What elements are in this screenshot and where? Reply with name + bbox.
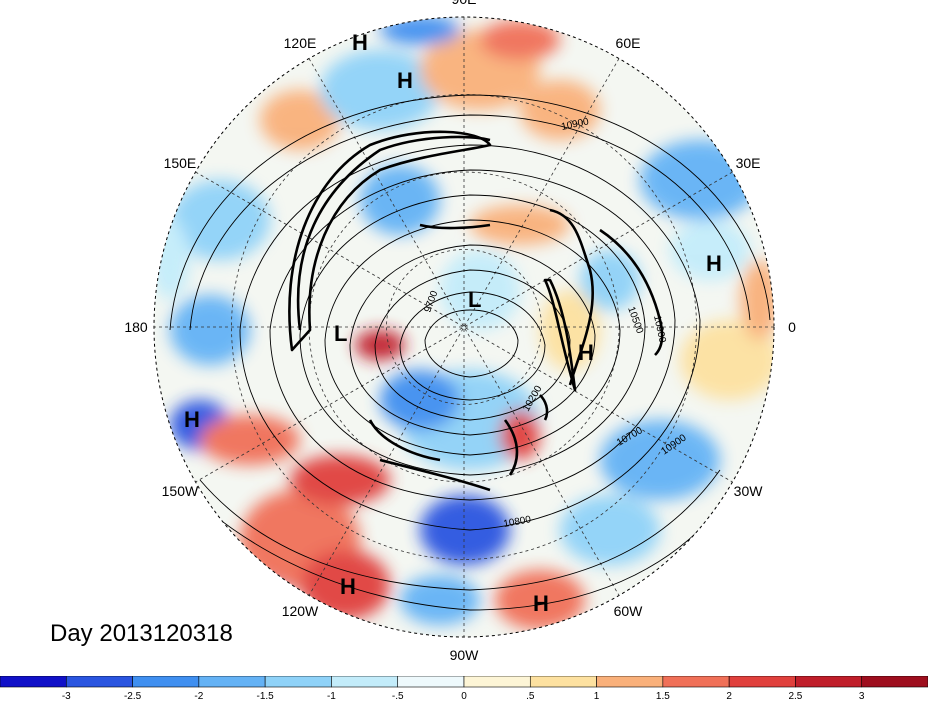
high-center-marker: H bbox=[533, 591, 549, 616]
colorbar-tick-label: 2 bbox=[726, 691, 732, 702]
low-center-marker: L bbox=[334, 321, 347, 346]
latitude-ring bbox=[386, 249, 542, 405]
colorbar-swatch bbox=[198, 676, 266, 688]
colorbar-swatch bbox=[463, 676, 531, 688]
height-contours bbox=[164, 94, 771, 611]
colorbar-swatch bbox=[728, 676, 796, 688]
longitude-label: 60E bbox=[616, 35, 641, 51]
high-center-marker: H bbox=[184, 407, 200, 432]
low-center-marker: L bbox=[468, 287, 481, 312]
colorbar-swatch bbox=[861, 676, 928, 688]
longitude-label: 0 bbox=[788, 319, 796, 335]
colorbar-tick-label: -3 bbox=[62, 691, 71, 702]
colorbar-tick-label: -2.5 bbox=[124, 691, 142, 702]
colorbar-tick-label: 0 bbox=[461, 691, 467, 702]
longitude-label: 60W bbox=[614, 603, 644, 619]
high-center-marker: H bbox=[706, 251, 722, 276]
colorbar-tick-label: -2 bbox=[194, 691, 203, 702]
colorbar-swatch bbox=[331, 676, 399, 688]
colorbar-tick-label: 2.5 bbox=[788, 691, 802, 702]
jet-contours bbox=[288, 130, 664, 492]
longitude-label: 180 bbox=[124, 319, 148, 335]
latitude-ring bbox=[231, 94, 697, 560]
high-center-marker: H bbox=[397, 68, 413, 93]
high-center-marker: H bbox=[578, 340, 594, 365]
colorbar-swatch bbox=[795, 676, 863, 688]
pressure-centers: H H H L L H H H H bbox=[184, 30, 722, 616]
meridian-line bbox=[308, 58, 620, 596]
date-title: Day 2013120318 bbox=[50, 620, 233, 647]
colorbar-tick-label: -1.5 bbox=[257, 691, 275, 702]
colorbar-swatch bbox=[397, 676, 465, 688]
colorbar-swatch bbox=[65, 676, 133, 688]
colorbar-tick-label: 3 bbox=[859, 691, 865, 702]
colorbar-swatch bbox=[132, 676, 200, 688]
meridian-line bbox=[195, 171, 733, 483]
colorbar-swatch bbox=[596, 676, 664, 688]
meridian-line bbox=[308, 58, 620, 596]
longitude-label: 30E bbox=[736, 155, 761, 171]
colorbar-tick-label: 1 bbox=[594, 691, 600, 702]
color-legend: -3 -2.5 -2 -1.5 -1 -.5 0 .5 1 1.5 2 2.5 3 bbox=[0, 676, 928, 702]
colorbar-tick-label: .5 bbox=[526, 691, 535, 702]
longitude-label: 120W bbox=[282, 603, 319, 619]
lat-lon-grid bbox=[154, 17, 774, 637]
colorbar-swatch bbox=[529, 676, 597, 688]
colorbar-swatch bbox=[264, 676, 332, 688]
colorbar-swatch bbox=[662, 676, 730, 688]
colorbar-tick-label: -1 bbox=[327, 691, 336, 702]
colorbar-tick-label: -.5 bbox=[392, 691, 404, 702]
contour-label: 10800 bbox=[503, 514, 533, 530]
longitude-labels: 90E 60E 30E 0 30W 60W 90W 120W 150W 180 150E 120E bbox=[124, 0, 796, 663]
high-center-marker: H bbox=[340, 574, 356, 599]
longitude-label: 90W bbox=[450, 647, 480, 663]
longitude-label: 90E bbox=[452, 0, 477, 7]
colorbar-swatch bbox=[0, 676, 67, 688]
colorbar-tick-label: 1.5 bbox=[656, 691, 670, 702]
longitude-label: 150E bbox=[164, 155, 197, 171]
longitude-label: 120E bbox=[284, 35, 317, 51]
longitude-label: 30W bbox=[734, 483, 764, 499]
polar-map: 10900 10500 10900 9700 10200 10700 10900… bbox=[124, 0, 796, 663]
longitude-label: 150W bbox=[162, 483, 199, 499]
meridian-line bbox=[195, 171, 733, 483]
high-center-marker: H bbox=[352, 30, 368, 55]
